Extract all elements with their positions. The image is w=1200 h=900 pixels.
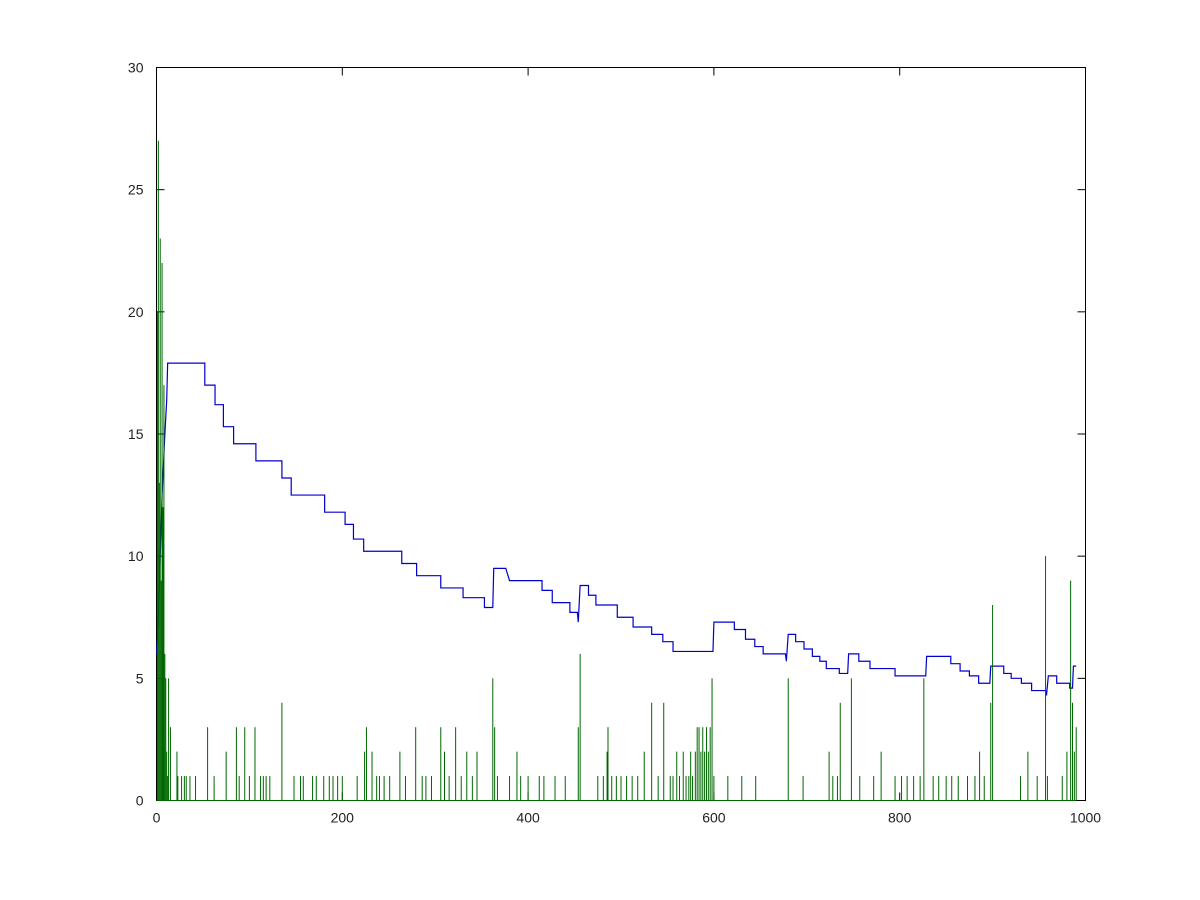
x-tick-label: 400 — [516, 810, 540, 826]
plot-frame — [156, 67, 1086, 801]
axis-tick-labels: 0 200 400 600 800 1000 0 5 10 15 20 25 30 — [128, 60, 1101, 826]
x-tick-label: 600 — [702, 810, 726, 826]
series-blue-line — [155, 362, 1077, 696]
y-tick-label: 20 — [128, 304, 144, 320]
y-tick-label: 10 — [128, 548, 144, 564]
y-tick-label: 0 — [136, 793, 144, 809]
y-tick-label: 15 — [128, 426, 144, 442]
y-tick-label: 30 — [128, 60, 144, 76]
x-tick-label: 200 — [331, 810, 355, 826]
x-tick-label: 1000 — [1070, 810, 1101, 826]
y-tick-label: 5 — [136, 670, 144, 686]
x-tick-label: 800 — [888, 810, 912, 826]
x-tick-label: 0 — [153, 810, 161, 826]
y-tick-label: 25 — [128, 182, 144, 198]
axis-ticks — [156, 67, 1086, 801]
series-layer — [155, 140, 1077, 801]
series-green-spikes — [156, 140, 1077, 801]
